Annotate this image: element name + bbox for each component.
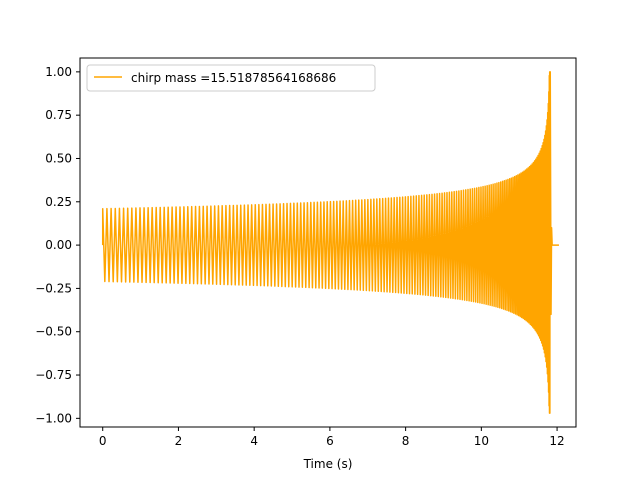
y-tick-label: −0.50 (35, 325, 72, 339)
axes-frame (79, 57, 577, 428)
x-axis: 0 2 4 6 8 10 12 (99, 427, 565, 448)
y-tick-label: −1.00 (35, 411, 72, 425)
x-tick-label: 12 (549, 434, 564, 448)
x-tick-label: 10 (474, 434, 489, 448)
y-tick-label: 0.25 (45, 195, 72, 209)
x-axis-label: Time (s) (303, 457, 353, 471)
series-layer (101, 71, 559, 414)
y-tick-label: 0.75 (45, 108, 72, 122)
legend-label: chirp mass =15.51878564168686 (131, 71, 336, 85)
y-tick-label: 0.50 (45, 151, 72, 165)
legend: chirp mass =15.51878564168686 (86, 64, 376, 92)
y-axis: −1.00 −0.75 −0.50 −0.25 0.00 0.25 0.50 0.75 1.00 (35, 65, 80, 425)
y-tick-label: 0.00 (45, 238, 72, 252)
legend-frame (86, 64, 376, 92)
y-tick-label: −0.25 (35, 281, 72, 295)
x-tick-label: 0 (99, 434, 107, 448)
series-line (101, 71, 559, 414)
x-tick-label: 2 (175, 434, 183, 448)
x-tick-label: 4 (250, 434, 258, 448)
x-tick-label: 8 (402, 434, 410, 448)
y-tick-label: −0.75 (35, 368, 72, 382)
x-tick-label: 6 (326, 434, 334, 448)
y-tick-label: 1.00 (45, 65, 72, 79)
